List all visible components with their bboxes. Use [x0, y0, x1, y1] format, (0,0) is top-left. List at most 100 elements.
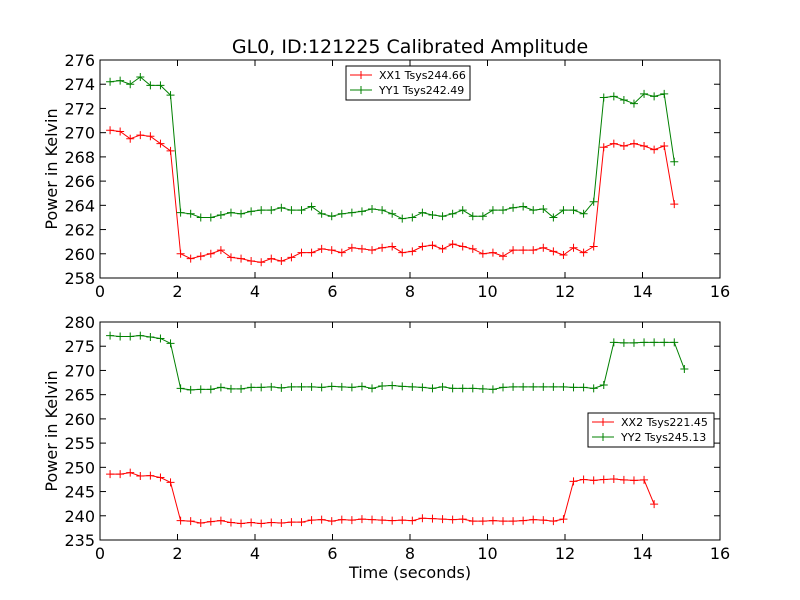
- data-point-marker: [519, 202, 528, 211]
- data-point-marker: [478, 212, 487, 221]
- data-point-marker: [337, 515, 346, 524]
- data-point-marker: [378, 381, 387, 390]
- data-point-marker: [317, 515, 326, 524]
- data-point-marker: [237, 384, 246, 393]
- data-point-marker: [478, 517, 487, 526]
- data-point-marker: [378, 516, 387, 525]
- data-point-marker: [368, 246, 377, 255]
- data-point-marker: [317, 383, 326, 392]
- data-point-marker: [327, 382, 336, 391]
- data-point-marker: [317, 209, 326, 218]
- legend-label: YY2 Tsys245.13: [620, 431, 706, 444]
- data-point-marker: [579, 209, 588, 218]
- x-tick-label: 0: [95, 544, 105, 563]
- data-point-marker: [216, 383, 225, 392]
- data-point-marker: [388, 209, 397, 218]
- y-tick-label: 260: [64, 410, 95, 429]
- data-point-marker: [478, 249, 487, 258]
- data-point-marker: [589, 476, 598, 485]
- data-point-marker: [277, 203, 286, 212]
- data-point-marker: [216, 211, 225, 220]
- x-tick-label: 12: [555, 544, 575, 563]
- data-point-marker: [327, 246, 336, 255]
- data-point-marker: [428, 211, 437, 220]
- data-point-marker: [640, 141, 649, 150]
- data-point-marker: [317, 244, 326, 253]
- data-point-marker: [488, 385, 497, 394]
- data-point-marker: [166, 478, 175, 487]
- data-point-marker: [650, 500, 659, 509]
- data-point-marker: [680, 364, 689, 373]
- data-point-marker: [226, 384, 235, 393]
- chart-title: GL0, ID:121225 Calibrated Amplitude: [232, 36, 588, 58]
- x-tick-label: 0: [95, 282, 105, 301]
- data-point-marker: [368, 384, 377, 393]
- data-point-marker: [418, 383, 427, 392]
- data-point-marker: [398, 214, 407, 223]
- x-tick-label: 16: [710, 282, 730, 301]
- data-point-marker: [196, 519, 205, 528]
- data-point-marker: [499, 252, 507, 261]
- y-tick-label: 275: [64, 337, 95, 356]
- data-point-marker: [126, 468, 135, 477]
- data-point-marker: [327, 212, 336, 221]
- data-point-marker: [267, 206, 276, 215]
- legend-marker: [357, 71, 365, 79]
- data-point-marker: [257, 519, 266, 528]
- data-point-marker: [347, 208, 356, 217]
- data-point-marker: [660, 338, 669, 347]
- data-point-marker: [629, 338, 638, 347]
- y-tick-label: 235: [64, 531, 95, 550]
- data-point-marker: [589, 242, 598, 251]
- y-tick-label: 265: [64, 386, 95, 405]
- y-tick-label: 268: [64, 148, 95, 167]
- y-tick-label: 276: [64, 51, 95, 70]
- data-point-marker: [529, 206, 538, 215]
- data-point-marker: [438, 244, 447, 253]
- data-point-marker: [297, 518, 306, 527]
- data-point-marker: [549, 517, 558, 526]
- data-point-marker: [307, 382, 316, 391]
- data-point-marker: [297, 248, 306, 257]
- x-tick-label: 10: [477, 544, 497, 563]
- y-axis-label: Power in Kelvin: [42, 108, 61, 229]
- data-point-marker: [468, 244, 477, 253]
- data-point-marker: [559, 250, 568, 259]
- data-point-marker: [499, 517, 507, 526]
- data-point-marker: [368, 204, 377, 213]
- data-point-marker: [569, 206, 578, 215]
- y-tick-label: 255: [64, 434, 95, 453]
- data-point-marker: [156, 81, 165, 90]
- legend-box: [587, 412, 715, 448]
- data-point-marker: [347, 516, 356, 525]
- data-point-marker: [368, 515, 377, 524]
- data-point-marker: [599, 380, 608, 389]
- data-point-marker: [609, 474, 618, 483]
- data-point-marker: [307, 516, 316, 525]
- y-tick-label: 258: [64, 269, 95, 288]
- data-point-marker: [297, 206, 306, 215]
- data-point-marker: [428, 514, 437, 523]
- data-point-marker: [247, 518, 256, 527]
- data-point-marker: [388, 242, 397, 251]
- data-point-marker: [619, 475, 628, 484]
- data-point-marker: [428, 241, 437, 250]
- y-tick-label: 270: [64, 124, 95, 143]
- data-point-marker: [438, 212, 447, 221]
- data-point-marker: [146, 132, 155, 141]
- data-point-marker: [257, 206, 266, 215]
- data-point-marker: [408, 516, 417, 525]
- data-point-marker: [579, 475, 588, 484]
- legend-box: [345, 65, 471, 101]
- data-point-marker: [166, 91, 175, 100]
- data-point-marker: [337, 209, 346, 218]
- data-point-marker: [136, 331, 145, 340]
- data-point-marker: [176, 249, 185, 258]
- data-point-marker: [136, 131, 145, 140]
- data-point-marker: [398, 516, 407, 525]
- data-point-marker: [458, 242, 467, 251]
- data-point-marker: [357, 515, 366, 524]
- data-point-marker: [629, 476, 638, 485]
- data-point-marker: [499, 206, 507, 215]
